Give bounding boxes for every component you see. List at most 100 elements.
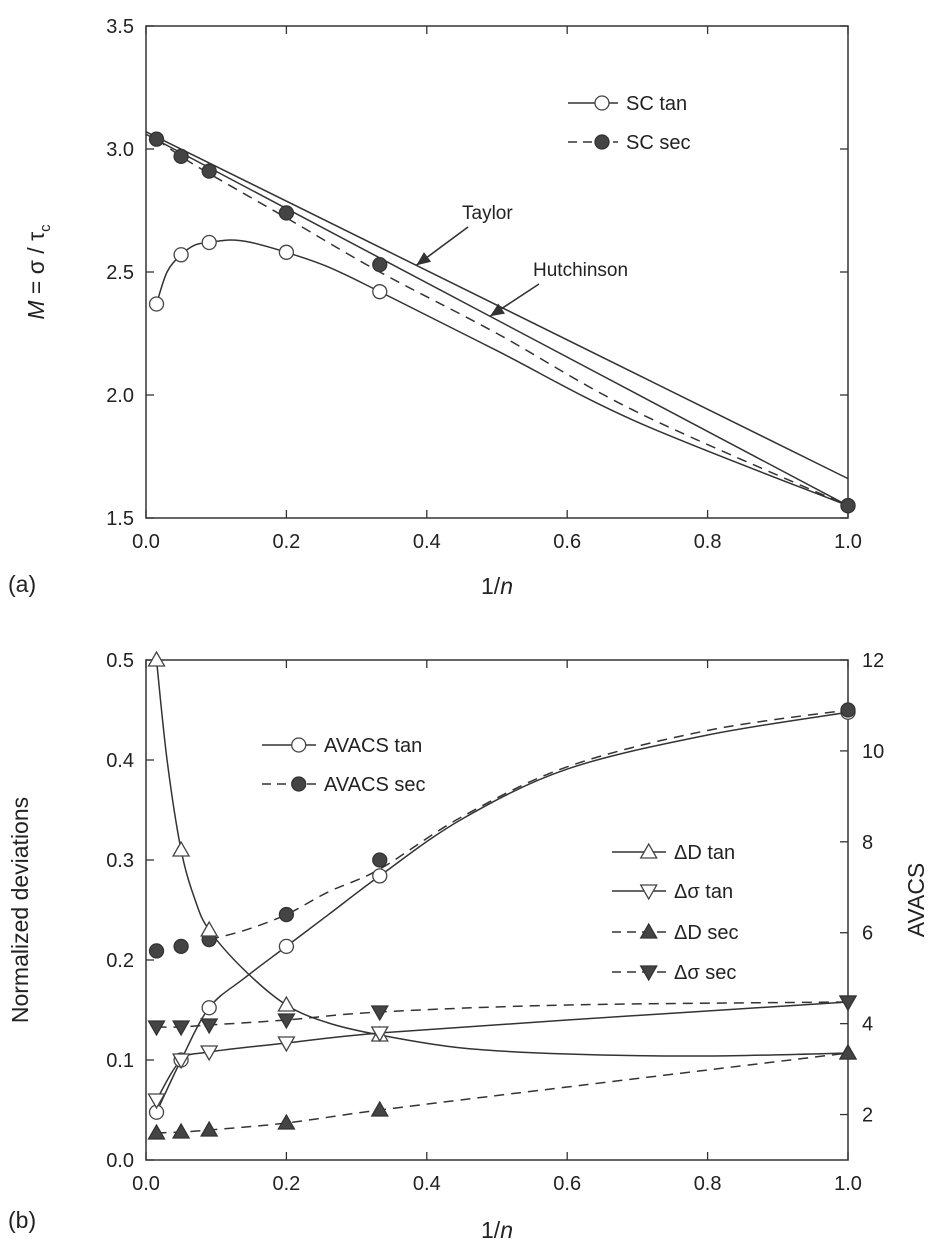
legend-label-delta-sigma-tan: Δσ tan [674, 881, 733, 903]
b-x-tick-label: 0.2 [272, 1173, 300, 1195]
data-point-avacs-tan [372, 868, 388, 884]
data-point-delta-d-sec [171, 1122, 191, 1139]
legend-marker-sc-tan [594, 95, 610, 111]
reference-line-taylor [145, 131, 849, 480]
data-point-avacs-tan [278, 938, 295, 955]
y-label-sub-a: c [37, 224, 54, 232]
series-line-delta-d-tan [155, 659, 849, 1057]
series-line-sc-tan [155, 239, 849, 507]
b-y-tick-label: 0.3 [106, 850, 134, 872]
data-point-delta-d-sec [370, 1100, 389, 1117]
x-label-prefix-a: 1/ [481, 573, 501, 599]
data-point-sc-sec [201, 163, 217, 179]
x-axis-label-b: 1/n [481, 1217, 513, 1243]
b2-y-tick-label: 8 [862, 832, 873, 854]
legend-marker-delta-d-sec [639, 922, 658, 939]
b2-y-tick-label: 10 [862, 741, 884, 763]
data-point-delta-d-sec [200, 1120, 219, 1137]
series-line-avacs-tan [155, 711, 849, 1113]
x-label-prefix-b: 1/ [481, 1217, 501, 1243]
ticks-b: 0.0 0.2 0.4 0.6 0.8 1.0 0.0 0.1 0.2 0.3 0.4 0.5 2 4 6 8… [106, 650, 884, 1195]
y-axis-label-a: M = σ / τc [23, 224, 54, 320]
data-point-sc-tan [201, 234, 217, 251]
data-point-sc-sec [173, 148, 189, 165]
b-x-tick-label: 0.8 [694, 1173, 722, 1195]
data-point-avacs-tan [201, 1000, 217, 1016]
data-point-delta-d-sec [838, 1043, 858, 1060]
a-y-tick-label: 1.5 [106, 508, 134, 530]
b-x-tick-label: 0.0 [132, 1173, 160, 1195]
reference-lines-a [145, 131, 849, 507]
x-label-var-b: n [500, 1217, 513, 1243]
data-point-delta-d-tan [171, 840, 191, 857]
b-y-tick-label: 0.5 [106, 650, 134, 672]
a-x-tick-label: 1.0 [834, 531, 862, 553]
y-axis-label-b: Normalized deviations [7, 797, 33, 1023]
data-point-avacs-sec [173, 938, 189, 955]
data-point-delta-sigma-sec [370, 1005, 389, 1022]
b-y-tick-label: 0.4 [106, 750, 134, 772]
data-point-sc-tan [148, 296, 165, 312]
legend-label-delta-sigma-sec: Δσ sec [674, 962, 736, 984]
data-point-delta-d-tan [200, 920, 219, 937]
a-y-tick-label: 2.0 [106, 385, 134, 407]
legend-marker-avacs-sec [291, 776, 307, 792]
data-point-delta-d-tan [277, 995, 296, 1012]
legend-marker-avacs-tan [291, 737, 307, 753]
b2-y-tick-label: 6 [862, 923, 873, 945]
data-point-sc-sec [148, 131, 165, 147]
b2-y-tick-label: 12 [862, 650, 884, 672]
legend-label-sc-sec: SC sec [626, 132, 690, 154]
data-point-delta-sigma-tan [277, 1036, 296, 1053]
y-label-var-a: M [23, 300, 49, 320]
panel-b: 0.0 0.2 0.4 0.6 0.8 1.0 0.0 0.1 0.2 0.3 0.4 0.5 2 4 6 8… [7, 650, 929, 1243]
data-point-delta-sigma-tan [200, 1045, 219, 1062]
data-point-delta-sigma-sec [277, 1013, 296, 1030]
series-a [148, 131, 856, 514]
x-label-var-a: n [500, 573, 513, 599]
y-label-rest-a: = σ / τ [23, 232, 49, 301]
plot-frame-a [145, 25, 849, 519]
plot-frame-b [145, 659, 849, 1161]
y2-axis-label-b: AVACS [903, 863, 929, 938]
b-x-tick-label: 0.4 [413, 1173, 441, 1195]
legend-marker-delta-d-tan [639, 842, 658, 859]
data-point-delta-sigma-sec [200, 1018, 219, 1035]
b-y-tick-label: 0.1 [106, 1050, 134, 1072]
data-point-sc-tan [372, 284, 388, 300]
panel-label-b: (b) [8, 1207, 36, 1233]
b2-y-tick-label: 2 [862, 1105, 873, 1127]
a-x-tick-label: 0.0 [132, 531, 160, 553]
data-point-delta-d-sec [147, 1123, 166, 1140]
data-point-delta-sigma-tan [171, 1053, 191, 1070]
a-y-tick-label: 2.5 [106, 262, 134, 284]
a-x-tick-label: 0.4 [413, 531, 441, 553]
data-point-delta-sigma-sec [147, 1020, 166, 1037]
data-point-delta-sigma-tan [147, 1093, 166, 1110]
annotations-a: Taylor Hutchinson [415, 203, 628, 317]
a-x-tick-label: 0.8 [694, 531, 722, 553]
a-x-tick-label: 0.2 [272, 531, 300, 553]
legend-label-sc-tan: SC tan [626, 93, 687, 115]
legend-label-delta-d-sec: ΔD sec [674, 922, 738, 944]
data-point-avacs-sec [148, 943, 165, 959]
data-point-sc-sec [372, 256, 388, 273]
a-y-tick-label: 3.0 [106, 139, 134, 161]
data-point-sc-tan [173, 247, 189, 263]
annotation-hutchinson: Hutchinson [533, 260, 628, 281]
series-b [147, 650, 858, 1140]
series-line-delta-sigma-sec [156, 1001, 849, 1028]
legend-label-avacs-sec: AVACS sec [324, 774, 426, 796]
b-x-tick-label: 1.0 [834, 1173, 862, 1195]
data-point-sc-tan [278, 244, 295, 260]
b-y-tick-label: 0.0 [106, 1150, 134, 1172]
a-x-tick-label: 0.6 [553, 531, 581, 553]
legend-label-delta-d-tan: ΔD tan [674, 842, 735, 864]
legend-b: AVACS tan AVACS sec ΔD tan Δσ tan ΔD sec Δσ s… [262, 735, 738, 984]
panel-label-a: (a) [8, 571, 36, 597]
legend-label-avacs-tan: AVACS tan [324, 735, 422, 757]
legend-marker-delta-sigma-sec [639, 965, 658, 982]
panel-a: 0.0 0.2 0.4 0.6 0.8 1.0 1.5 2.0 2.5 3.0 3.5 SC tan… [8, 16, 862, 599]
data-point-avacs-sec [278, 906, 295, 923]
